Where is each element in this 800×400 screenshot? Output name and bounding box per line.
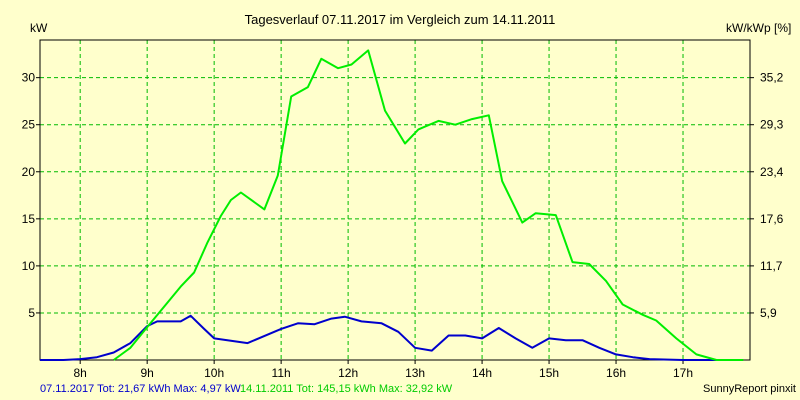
y-left-unit-label: kW <box>30 21 48 35</box>
x-tick-label-2: 10h <box>204 366 224 380</box>
x-tick-label-1: 9h <box>140 366 153 380</box>
y-right-unit-label: kW/kWp [%] <box>726 21 791 35</box>
series-lines <box>40 49 744 361</box>
y-right-tick-label-0: 5,9 <box>760 306 777 320</box>
y-left-tick-label-4: 25 <box>22 118 36 132</box>
series-line-2 <box>113 49 744 361</box>
y-right-tick-label-3: 23,4 <box>760 165 784 179</box>
y-left-tick-label-1: 10 <box>22 259 36 273</box>
y-right-tick-label-5: 35,2 <box>760 71 784 85</box>
x-tick-label-9: 17h <box>673 366 693 380</box>
y-left-tick-label-3: 20 <box>22 165 36 179</box>
plot-frame <box>39 39 751 361</box>
y-left-tick-label-0: 5 <box>28 306 35 320</box>
footer-series-1: 07.11.2017 Tot: 21,67 kWh Max: 4,97 kW <box>40 383 241 395</box>
y-right-tick-label-4: 29,3 <box>760 118 784 132</box>
x-tick-label-0: 8h <box>74 366 87 380</box>
x-tick-label-4: 12h <box>338 366 358 380</box>
footer-series-2: 14.11.2011 Tot: 145,15 kWh Max: 32,92 kW <box>240 383 453 395</box>
y-left-tick-label-2: 15 <box>22 212 36 226</box>
grid <box>40 40 750 360</box>
x-tick-label-8: 16h <box>606 366 626 380</box>
y-right-tick-label-2: 17,6 <box>760 212 784 226</box>
tick-labels: 8h 9h 10h 11h 12h 13h 14h 15h 16h 17h 5 10 15 20 25 30 5… <box>22 71 784 380</box>
y-left-tick-label-5: 30 <box>22 71 36 85</box>
footer-credit: SunnyReport pinxit <box>703 383 796 395</box>
x-tick-label-7: 15h <box>539 366 559 380</box>
x-tick-label-3: 11h <box>272 366 291 380</box>
y-right-tick-label-1: 11,7 <box>760 259 783 273</box>
x-tick-label-5: 13h <box>405 366 425 380</box>
chart-title: Tagesverlauf 07.11.2017 im Vergleich zum… <box>245 12 556 27</box>
x-tick-label-6: 14h <box>472 366 492 380</box>
series-line-1 <box>40 314 717 361</box>
